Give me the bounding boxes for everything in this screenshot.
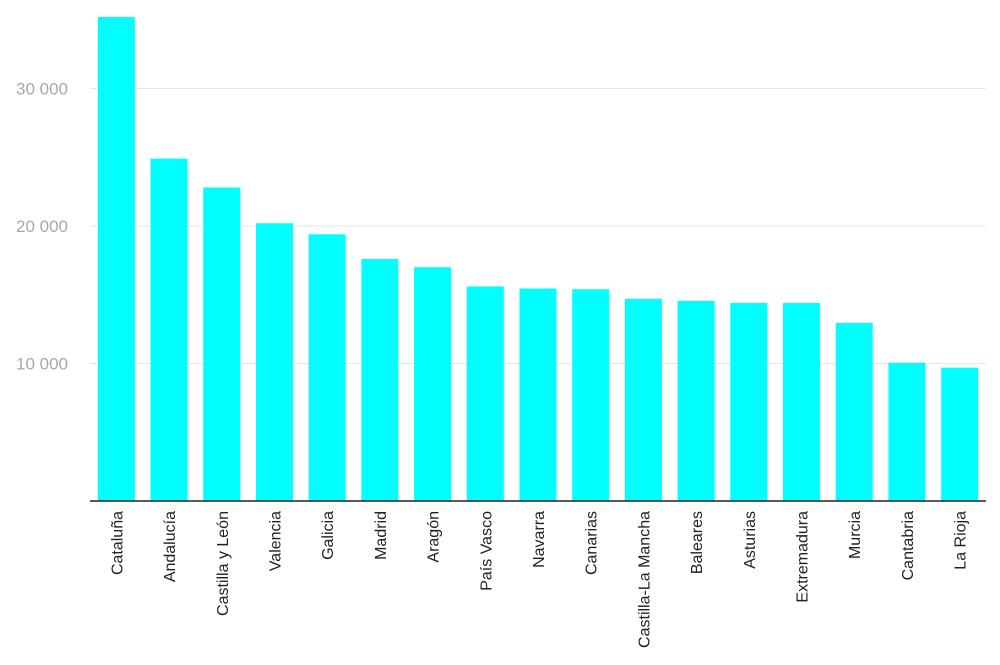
bar — [466, 286, 504, 501]
bar — [150, 158, 188, 501]
bar — [97, 17, 135, 501]
x-tick-label: Asturias — [742, 511, 759, 569]
bar — [572, 289, 610, 501]
bar — [624, 298, 662, 501]
x-tick-label: Valencia — [267, 511, 284, 571]
bar — [519, 288, 557, 501]
bar — [888, 362, 926, 501]
bar — [414, 267, 452, 501]
x-tick-label: Castilla-La Mancha — [636, 511, 653, 648]
bar — [677, 300, 715, 501]
x-tick-label: Extremadura — [795, 511, 812, 603]
bar — [255, 223, 293, 501]
x-tick-label: Canarias — [584, 511, 601, 575]
bar — [941, 367, 979, 501]
bar — [203, 187, 241, 501]
y-axis-ticks: 10 000 20 000 30 000 — [16, 80, 68, 374]
bar — [308, 234, 346, 501]
x-tick-label: Castilla y León — [215, 511, 232, 616]
bar — [783, 303, 821, 501]
y-tick-label: 20 000 — [16, 217, 68, 236]
x-tick-label: Aragón — [426, 511, 443, 563]
x-tick-label: Cantabria — [900, 511, 917, 580]
y-tick-label: 30 000 — [16, 80, 68, 99]
y-tick-label: 10 000 — [16, 355, 68, 374]
bars — [97, 17, 979, 501]
x-tick-label: Galicia — [320, 511, 337, 560]
bar — [361, 259, 399, 501]
bar — [835, 322, 873, 501]
x-tick-label: La Rioja — [953, 511, 970, 570]
bar — [730, 303, 768, 501]
x-tick-label: Madrid — [373, 511, 390, 560]
x-tick-label: Murcia — [847, 511, 864, 559]
x-axis-ticks: Cataluña Andalucía Castilla y León Valencia… — [109, 511, 969, 648]
x-tick-label: Baleares — [689, 511, 706, 574]
x-tick-label: País Vasco — [478, 511, 495, 591]
x-tick-label: Andalucía — [162, 511, 179, 582]
x-tick-label: Cataluña — [109, 511, 126, 575]
x-tick-label: Navarra — [531, 511, 548, 568]
